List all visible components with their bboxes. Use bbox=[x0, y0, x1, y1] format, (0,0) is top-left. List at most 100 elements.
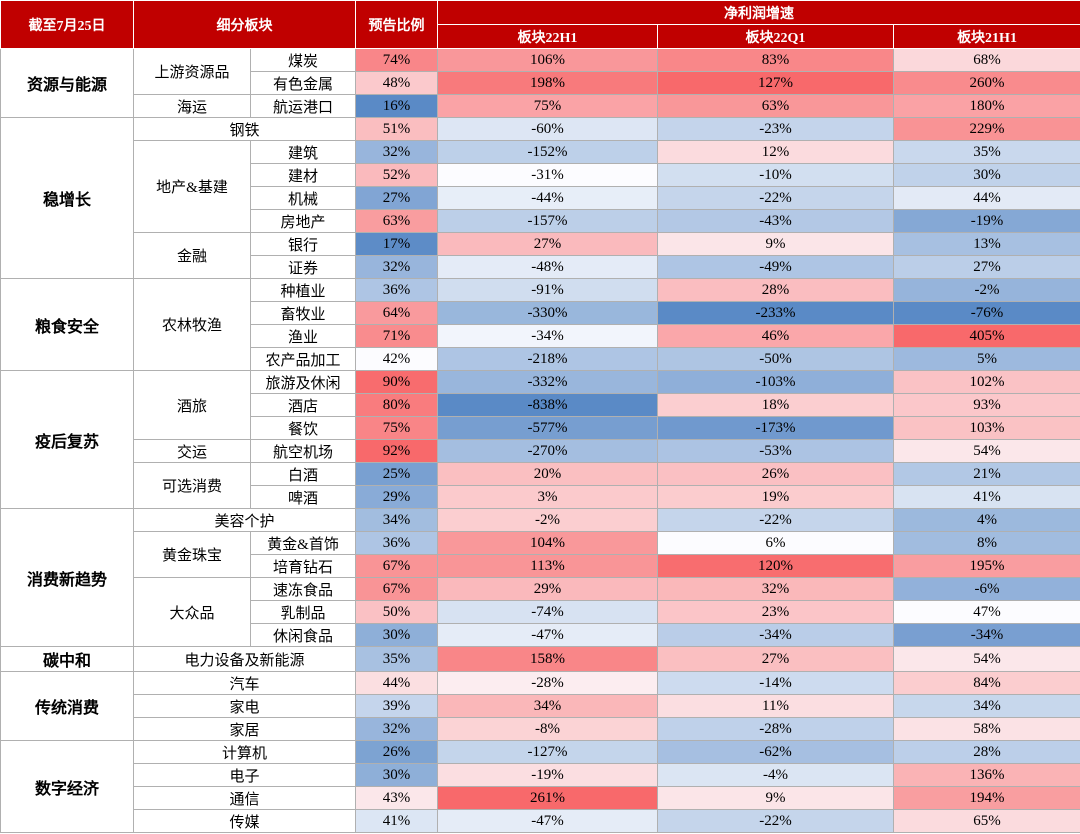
value-cell: -22% bbox=[657, 809, 894, 833]
subgroup-cell: 家电 bbox=[133, 694, 356, 718]
value-cell: -19% bbox=[892, 209, 1080, 233]
value-cell: -47% bbox=[437, 623, 658, 647]
table-row: 资源与能源 上游资源品 煤炭 74% 106% 83% 68% bbox=[0, 48, 1080, 118]
group-cell: 疫后复苏 bbox=[0, 370, 134, 509]
sector-cell: 建筑 bbox=[250, 140, 356, 164]
value-cell: -152% bbox=[437, 140, 658, 164]
header-cell: 预告比例 bbox=[355, 0, 438, 49]
table-row: 渔业 71% -34% 46% 405% bbox=[1, 324, 1080, 348]
value-cell: -10% bbox=[657, 163, 894, 187]
sector-cell: 白酒 bbox=[250, 462, 356, 486]
value-cell: -157% bbox=[437, 209, 658, 233]
value-cell: -23% bbox=[657, 117, 894, 141]
subgroup-cell: 上游资源品 bbox=[133, 48, 251, 95]
value-cell: 104% bbox=[437, 531, 658, 555]
sector-cell: 渔业 bbox=[250, 324, 356, 348]
sector-cell: 黄金&首饰 bbox=[250, 531, 356, 555]
value-cell: -19% bbox=[437, 763, 658, 787]
value-cell: -838% bbox=[437, 393, 658, 417]
table-row: 粮食安全 农林牧渔 种植业 36% -91% 28% -2% bbox=[0, 278, 1080, 371]
value-cell: 48% bbox=[355, 71, 438, 95]
table-row: 海运 航运港口 16% 75% 63% 180% bbox=[1, 94, 1080, 118]
value-cell: 92% bbox=[355, 439, 438, 463]
value-cell: 41% bbox=[892, 485, 1080, 509]
value-cell: 120% bbox=[657, 554, 894, 578]
sector-cell: 乳制品 bbox=[250, 600, 356, 624]
value-cell: 30% bbox=[355, 623, 438, 647]
value-cell: -34% bbox=[657, 623, 894, 647]
value-cell: 136% bbox=[892, 763, 1080, 787]
value-cell: 18% bbox=[657, 393, 894, 417]
sector-cell: 房地产 bbox=[250, 209, 356, 233]
value-cell: -14% bbox=[657, 671, 894, 695]
value-cell: 16% bbox=[355, 94, 438, 118]
value-cell: 20% bbox=[437, 462, 658, 486]
table-row: 传媒 41% -47% -22% 65% bbox=[1, 809, 1080, 833]
sector-cell: 速冻食品 bbox=[250, 577, 356, 601]
value-cell: 35% bbox=[892, 140, 1080, 164]
value-cell: 28% bbox=[657, 278, 894, 302]
table-row: 房地产 63% -157% -43% -19% bbox=[1, 209, 1080, 233]
value-cell: 229% bbox=[892, 117, 1080, 141]
table-row: 传统消费 汽车 44% -28% -14% 84% bbox=[0, 671, 1080, 741]
value-cell: 106% bbox=[437, 48, 658, 72]
value-cell: 54% bbox=[892, 439, 1080, 463]
sector-cell: 农产品加工 bbox=[250, 347, 356, 371]
value-cell: -103% bbox=[657, 370, 894, 394]
value-cell: 27% bbox=[437, 232, 658, 256]
value-cell: -34% bbox=[892, 623, 1080, 647]
value-cell: 13% bbox=[892, 232, 1080, 256]
value-cell: -53% bbox=[657, 439, 894, 463]
value-cell: -91% bbox=[437, 278, 658, 302]
value-cell: 29% bbox=[355, 485, 438, 509]
table-row: 碳中和 电力设备及新能源 35% 158% 27% 54% bbox=[0, 646, 1080, 672]
value-cell: 47% bbox=[892, 600, 1080, 624]
value-cell: 67% bbox=[355, 554, 438, 578]
value-cell: 43% bbox=[355, 786, 438, 810]
sector-cell: 有色金属 bbox=[250, 71, 356, 95]
value-cell: 405% bbox=[892, 324, 1080, 348]
subgroup-cell: 钢铁 bbox=[133, 117, 356, 141]
value-cell: 6% bbox=[657, 531, 894, 555]
value-cell: 35% bbox=[355, 646, 438, 672]
subgroup-cell: 电力设备及新能源 bbox=[133, 646, 356, 672]
value-cell: -8% bbox=[437, 717, 658, 741]
value-cell: 17% bbox=[355, 232, 438, 256]
table-row: 乳制品 50% -74% 23% 47% bbox=[1, 600, 1080, 624]
value-cell: 80% bbox=[355, 393, 438, 417]
table-row: 培育钻石 67% 113% 120% 195% bbox=[1, 554, 1080, 578]
value-cell: 63% bbox=[657, 94, 894, 118]
value-cell: 195% bbox=[892, 554, 1080, 578]
sector-cell: 种植业 bbox=[250, 278, 356, 302]
header-cell: 细分板块 bbox=[133, 0, 356, 49]
value-cell: 25% bbox=[355, 462, 438, 486]
group-cell: 碳中和 bbox=[0, 646, 134, 672]
sector-cell: 证券 bbox=[250, 255, 356, 279]
header-cell: 板块22H1 bbox=[437, 24, 658, 49]
value-cell: 113% bbox=[437, 554, 658, 578]
value-cell: 54% bbox=[892, 646, 1080, 672]
table-row: 黄金珠宝 黄金&首饰 36% 104% 6% 8% bbox=[1, 531, 1080, 578]
value-cell: 8% bbox=[892, 531, 1080, 555]
subgroup-cell: 地产&基建 bbox=[133, 140, 251, 233]
value-cell: 261% bbox=[437, 786, 658, 810]
subgroup-cell: 海运 bbox=[133, 94, 251, 118]
value-cell: 71% bbox=[355, 324, 438, 348]
table-body: 资源与能源 上游资源品 煤炭 74% 106% 83% 68% 有色金属 48% 198% 127%… bbox=[0, 48, 1080, 833]
subgroup-cell: 酒旅 bbox=[133, 370, 251, 440]
value-cell: 65% bbox=[892, 809, 1080, 833]
table-row: 大众品 速冻食品 67% 29% 32% -6% bbox=[1, 577, 1080, 647]
table-row: 可选消费 白酒 25% 20% 26% 21% bbox=[1, 462, 1080, 509]
sector-cell: 旅游及休闲 bbox=[250, 370, 356, 394]
value-cell: 44% bbox=[892, 186, 1080, 210]
table-row: 有色金属 48% 198% 127% 260% bbox=[1, 71, 1080, 95]
value-cell: 180% bbox=[892, 94, 1080, 118]
table-row: 家居 32% -8% -28% 58% bbox=[1, 717, 1080, 741]
table-row: 通信 43% 261% 9% 194% bbox=[1, 786, 1080, 810]
value-cell: 41% bbox=[355, 809, 438, 833]
value-cell: 83% bbox=[657, 48, 894, 72]
value-cell: 32% bbox=[355, 717, 438, 741]
table-row: 家电 39% 34% 11% 34% bbox=[1, 694, 1080, 718]
sector-cell: 建材 bbox=[250, 163, 356, 187]
subgroup-cell: 计算机 bbox=[133, 740, 356, 764]
